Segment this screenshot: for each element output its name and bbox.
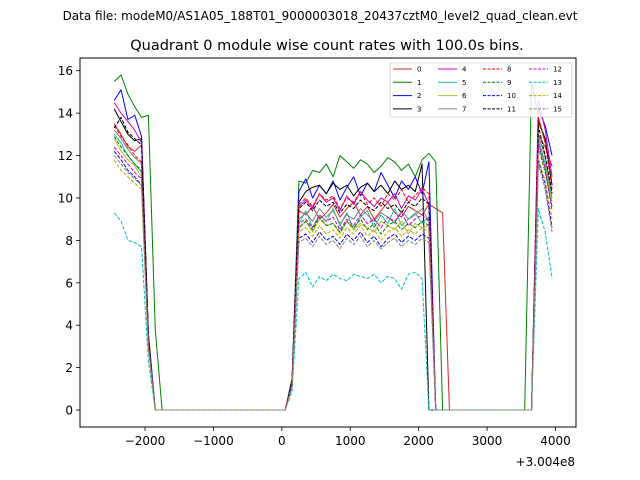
y-tick-label: 6 bbox=[65, 276, 73, 290]
series-layer bbox=[113, 74, 553, 411]
x-tick-label: −2000 bbox=[125, 434, 166, 448]
legend-label-11: 11 bbox=[507, 105, 516, 113]
y-tick-label: 2 bbox=[65, 361, 73, 375]
legend-label-1: 1 bbox=[417, 79, 421, 87]
x-tick-label: −1000 bbox=[193, 434, 234, 448]
x-axis: −2000 −1000 0 1000 2000 3000 4000 bbox=[125, 427, 571, 448]
y-axis: 0 2 4 6 8 10 12 14 16 bbox=[58, 64, 80, 418]
y-tick-label: 8 bbox=[65, 234, 73, 248]
legend-label-0: 0 bbox=[417, 66, 421, 74]
legend-label-14: 14 bbox=[553, 92, 562, 100]
y-tick-label: 16 bbox=[58, 64, 73, 78]
x-tick-label: 1000 bbox=[335, 434, 366, 448]
legend-label-10: 10 bbox=[507, 92, 516, 100]
y-tick-label: 0 bbox=[65, 404, 73, 418]
x-tick-label: 4000 bbox=[540, 434, 571, 448]
legend-frame bbox=[389, 62, 573, 118]
legend-label-4: 4 bbox=[462, 66, 467, 74]
chart-title: Quadrant 0 module wise count rates with … bbox=[130, 38, 524, 54]
x-tick-label: 3000 bbox=[472, 434, 503, 448]
legend-label-5: 5 bbox=[462, 79, 466, 87]
legend-label-6: 6 bbox=[462, 92, 467, 100]
figure-suptitle: Data file: modeM0/AS1A05_188T01_90000030… bbox=[63, 9, 578, 23]
axes-frame bbox=[79, 57, 577, 428]
x-tick-label: 0 bbox=[278, 434, 286, 448]
x-tick-label: 2000 bbox=[403, 434, 434, 448]
x-axis-offset-label: +3.004e8 bbox=[516, 455, 575, 469]
y-tick-label: 4 bbox=[65, 319, 73, 333]
plot-area: −2000 −1000 0 1000 2000 3000 4000 024681012141… bbox=[58, 57, 577, 469]
legend-label-7: 7 bbox=[462, 105, 466, 113]
legend-label-15: 15 bbox=[553, 105, 562, 113]
legend-label-9: 9 bbox=[507, 79, 511, 87]
legend-label-3: 3 bbox=[417, 105, 421, 113]
y-tick-label: 12 bbox=[58, 149, 73, 163]
legend-label-8: 8 bbox=[507, 66, 511, 74]
y-tick-label: 14 bbox=[58, 107, 73, 121]
legend-label-13: 13 bbox=[553, 79, 562, 87]
legend-label-12: 12 bbox=[553, 66, 562, 74]
series-line-15 bbox=[113, 155, 553, 411]
legend-label-2: 2 bbox=[417, 92, 421, 100]
y-tick-label: 10 bbox=[58, 191, 73, 205]
